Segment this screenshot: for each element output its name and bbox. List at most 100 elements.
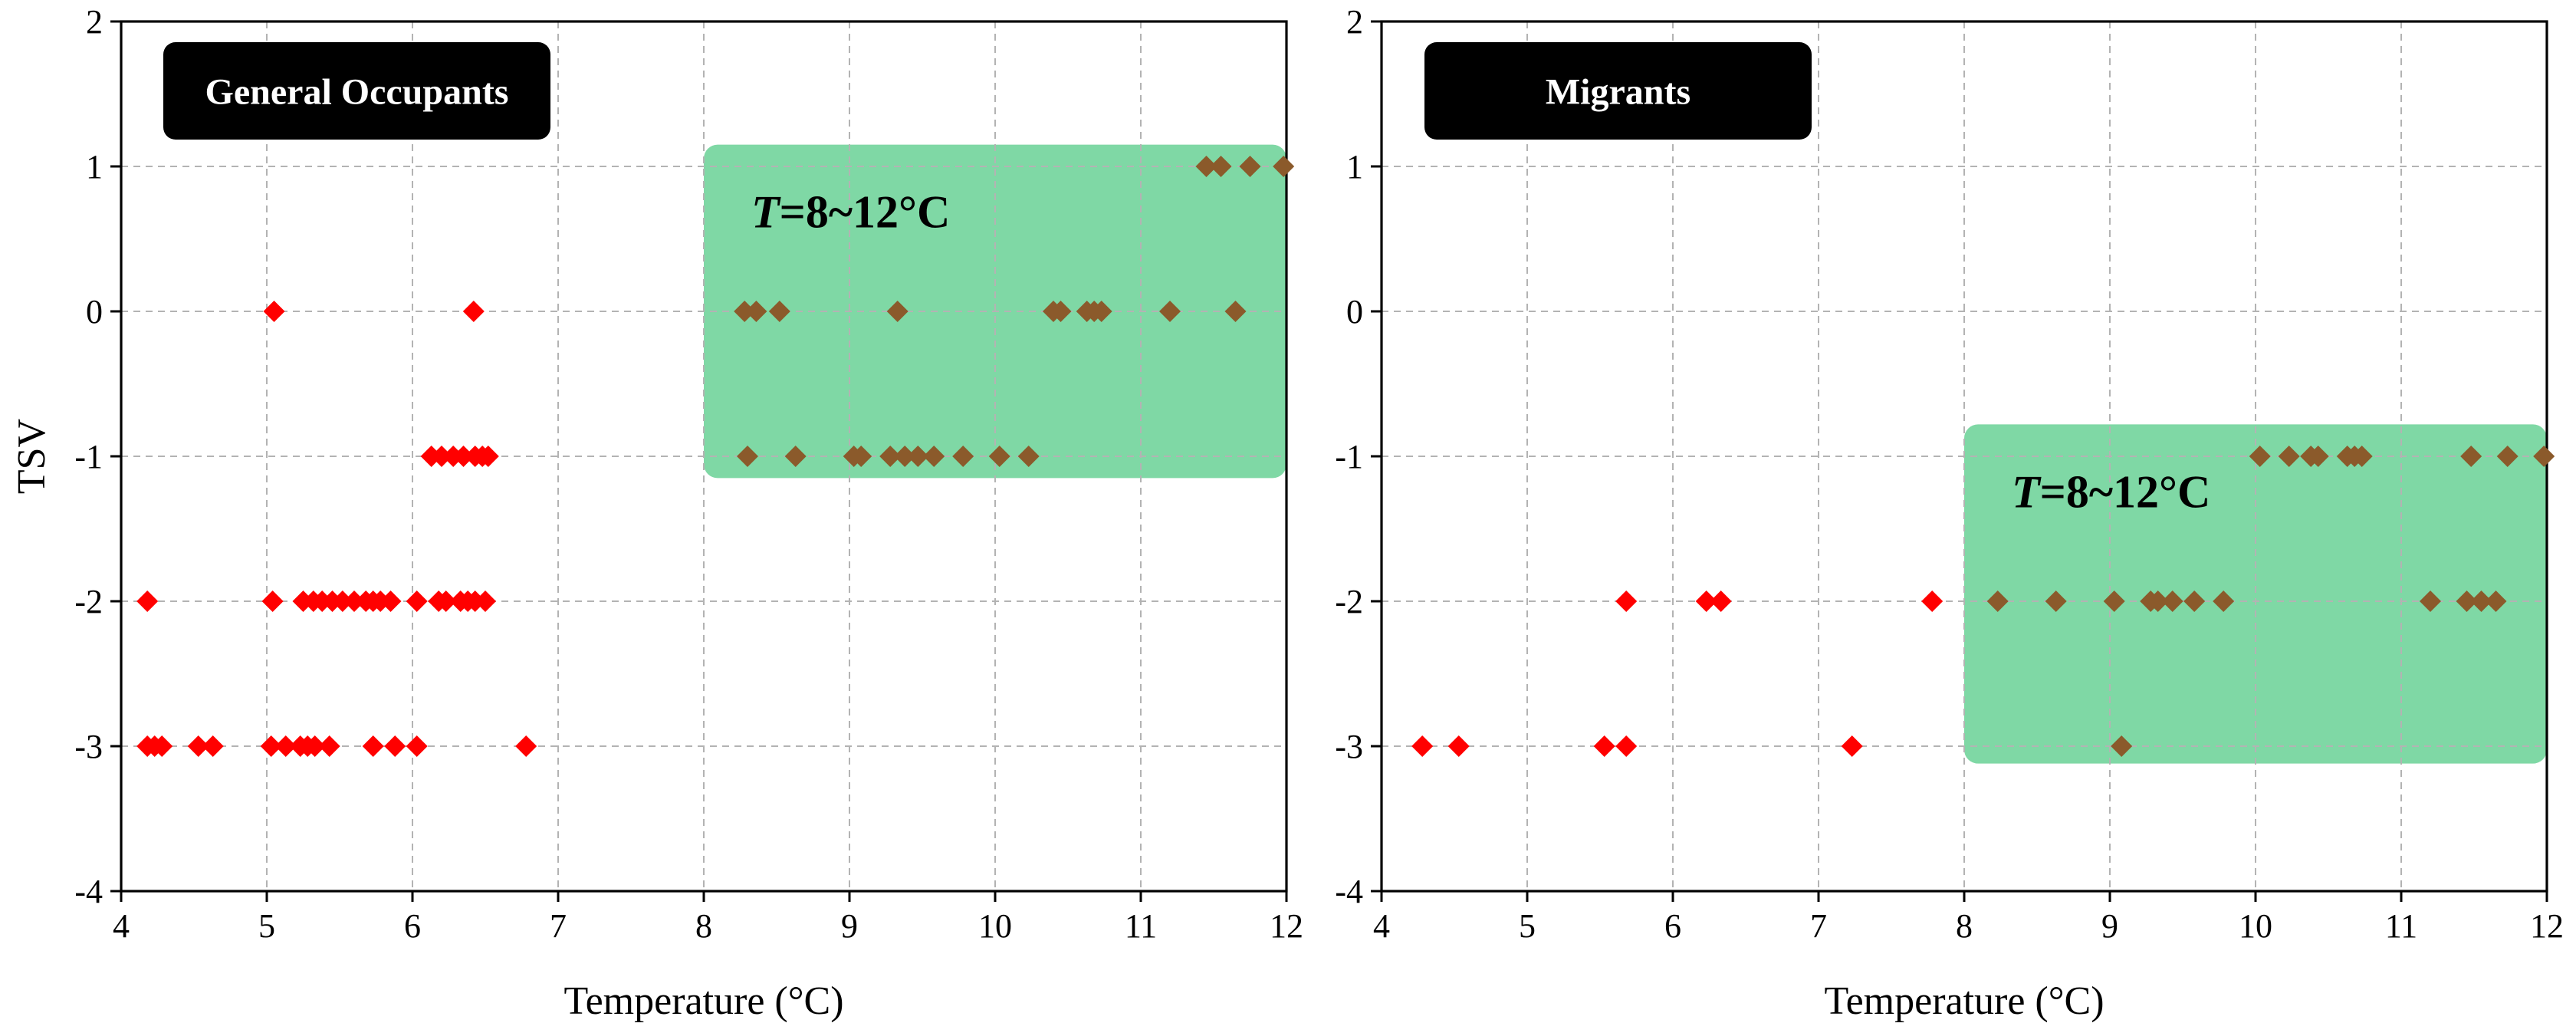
data-point	[2456, 591, 2478, 612]
data-point	[768, 301, 790, 322]
panel-label: Migrants	[1546, 72, 1691, 113]
x-tick-label: 4	[113, 907, 130, 945]
data-point	[2213, 591, 2235, 612]
data-point	[406, 735, 428, 757]
x-tick-label: 9	[841, 907, 858, 945]
data-point	[1195, 156, 1217, 177]
data-point	[261, 591, 284, 612]
annotation-range: =8~12°C	[2040, 466, 2211, 517]
data-point	[907, 446, 929, 467]
data-point	[1921, 591, 1944, 612]
data-point	[879, 446, 902, 467]
data-point	[2045, 591, 2067, 612]
data-point	[263, 301, 285, 322]
y-tick-label: 2	[86, 3, 103, 41]
data-point	[1593, 735, 1615, 757]
x-tick-label: 4	[1373, 907, 1390, 945]
panel-label-badge	[1424, 42, 1812, 140]
data-point	[2420, 591, 2441, 612]
data-point	[343, 591, 365, 612]
data-point	[1224, 301, 1247, 322]
data-point	[475, 591, 496, 612]
annotation-variable: T	[751, 187, 781, 238]
data-point	[745, 301, 767, 322]
data-point	[2351, 446, 2373, 467]
x-tick-label: 8	[1956, 907, 1973, 945]
data-point	[331, 591, 353, 612]
data-point	[1710, 591, 1732, 612]
x-tick-label: 12	[1270, 907, 1303, 945]
data-point	[1239, 156, 1261, 177]
annotation-range: =8~12°C	[780, 187, 951, 238]
data-point	[2111, 735, 2133, 757]
data-point	[1447, 735, 1470, 757]
data-point	[1159, 301, 1181, 322]
data-point	[260, 735, 282, 757]
data-point	[2485, 591, 2507, 612]
y-tick-label: 0	[1346, 293, 1363, 331]
y-tick-label: -4	[1335, 873, 1363, 910]
x-tick-label: 8	[695, 907, 712, 945]
data-point	[1986, 591, 2009, 612]
y-tick-label: -3	[74, 728, 103, 765]
data-point	[1615, 735, 1638, 757]
data-point	[923, 446, 945, 467]
y-tick-label: 1	[86, 148, 103, 186]
highlight-region	[1964, 424, 2547, 764]
y-tick-label: -1	[1335, 438, 1363, 475]
data-point	[435, 591, 457, 612]
highlight-annotation: T=8~12°C	[2012, 466, 2210, 517]
data-point	[2183, 591, 2206, 612]
data-point	[2533, 446, 2555, 467]
y-tick-label: 1	[1346, 148, 1363, 186]
data-point	[2496, 446, 2518, 467]
data-point	[431, 446, 452, 467]
panel-label: General Occupants	[205, 72, 509, 113]
data-point	[1017, 446, 1040, 467]
data-point	[2147, 591, 2169, 612]
x-tick-label: 6	[1664, 907, 1681, 945]
data-point	[380, 591, 402, 612]
y-tick-label: -2	[74, 583, 103, 620]
x-tick-label: 10	[978, 907, 1012, 945]
y-tick-label: -2	[1335, 583, 1363, 620]
data-point	[362, 735, 384, 757]
data-point	[274, 735, 297, 757]
data-point	[2307, 446, 2329, 467]
data-point	[136, 591, 159, 612]
panel-label-badge	[163, 42, 550, 140]
x-tick-label: 9	[2101, 907, 2118, 945]
x-tick-label: 5	[1519, 907, 1536, 945]
x-tick-label: 6	[404, 907, 421, 945]
data-point	[2161, 591, 2183, 612]
x-tick-label: 12	[2530, 907, 2564, 945]
data-point	[2103, 591, 2125, 612]
data-point	[1273, 156, 1295, 177]
y-tick-label: -4	[74, 873, 103, 910]
data-point	[734, 301, 756, 322]
data-point	[1210, 156, 1232, 177]
data-point	[406, 591, 428, 612]
y-tick-label: 0	[86, 293, 103, 331]
data-point	[2470, 591, 2492, 612]
data-point	[462, 301, 485, 322]
y-axis-title: TSV	[10, 419, 54, 494]
data-point	[784, 446, 807, 467]
data-point	[304, 735, 326, 757]
x-tick-label: 7	[550, 907, 567, 945]
x-tick-label: 5	[258, 907, 275, 945]
data-point	[515, 735, 537, 757]
data-point	[1615, 591, 1638, 612]
data-point	[477, 446, 499, 467]
data-point	[886, 301, 909, 322]
x-axis-title: Temperature (°C)	[1824, 979, 2104, 1023]
data-point	[2460, 446, 2482, 467]
highlight-annotation: T=8~12°C	[751, 187, 950, 238]
data-point	[2278, 446, 2300, 467]
data-point	[1841, 735, 1863, 757]
data-point	[1695, 591, 1717, 612]
data-point	[187, 735, 209, 757]
